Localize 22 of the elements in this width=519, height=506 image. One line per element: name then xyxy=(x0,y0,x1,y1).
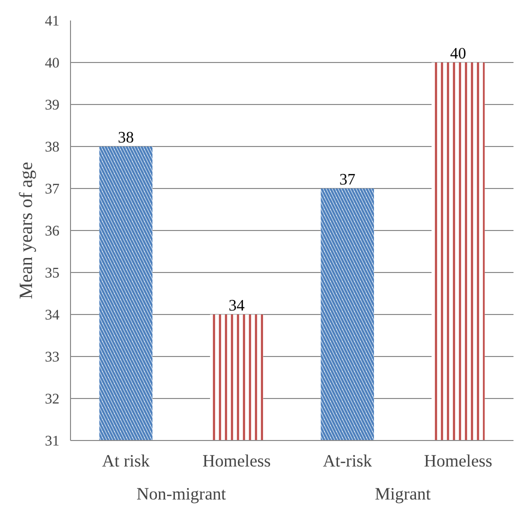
y-tick-label: 39 xyxy=(44,98,60,114)
x-tick-label: At risk xyxy=(102,452,150,470)
y-tick-label: 38 xyxy=(44,140,60,156)
x-tick-label: Homeless xyxy=(202,452,272,470)
data-label: 34 xyxy=(228,298,245,314)
text: Non-migrant xyxy=(136,484,226,504)
x-tick-label: Homeless xyxy=(424,452,493,470)
data-label: 40 xyxy=(450,46,466,62)
y-tick-label: 34 xyxy=(44,308,60,324)
x-tick-label: At-risk xyxy=(322,452,372,470)
y-axis-title: Mean years of age xyxy=(16,162,37,300)
y-tick-label: 40 xyxy=(44,56,60,72)
y-tick-label: 33 xyxy=(44,350,60,366)
data-label: 38 xyxy=(118,130,134,146)
y-tick-label: 35 xyxy=(44,266,60,282)
y-tick-label: 37 xyxy=(44,182,60,198)
data-label: 37 xyxy=(339,172,356,188)
y-tick-label: 32 xyxy=(44,392,60,408)
y-tick-label: 31 xyxy=(44,434,60,450)
y-tick-label: 41 xyxy=(44,14,60,30)
text: Migrant xyxy=(374,484,431,504)
y-tick-label: 36 xyxy=(44,224,60,240)
